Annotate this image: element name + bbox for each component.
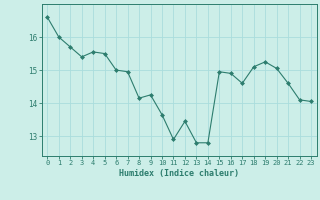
X-axis label: Humidex (Indice chaleur): Humidex (Indice chaleur) bbox=[119, 169, 239, 178]
